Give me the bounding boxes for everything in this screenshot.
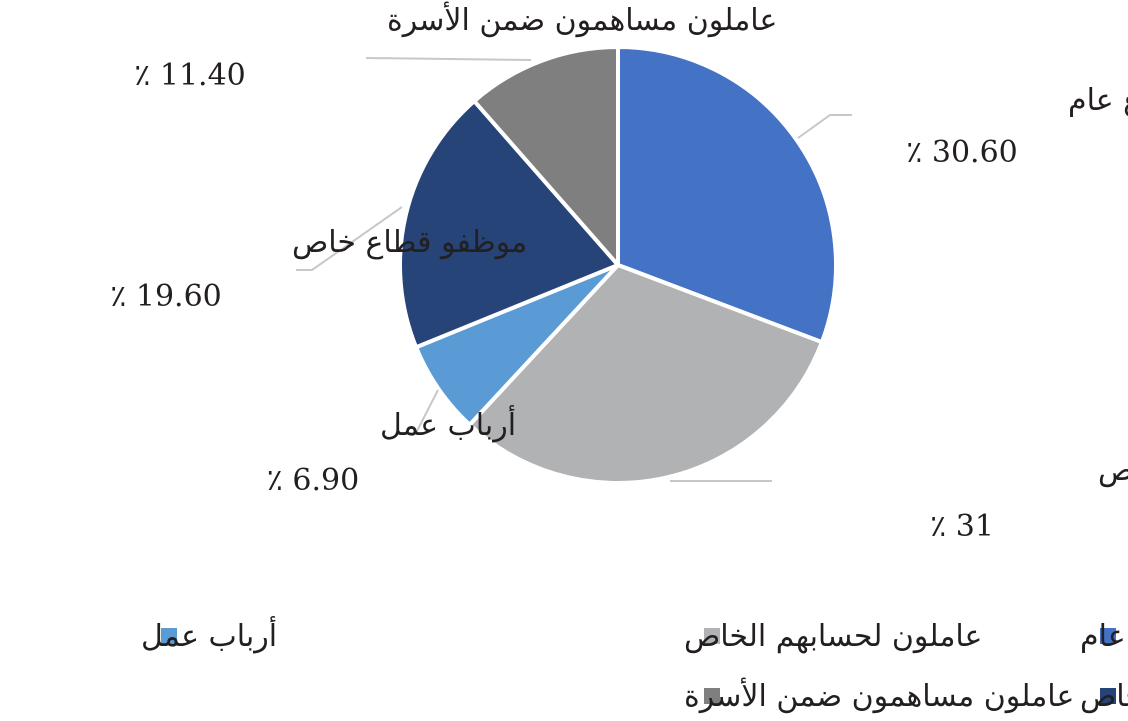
leader-lines [296, 57, 852, 482]
legend: موظفو قطاع عام عاملون لحسابهم الخاص أرباب … [141, 615, 1128, 714]
slice-2-name-label: عاملون لحسابهم الخاص [1098, 453, 1128, 488]
slice-4-name-label: موظفو قطاع خاص [292, 225, 527, 260]
slice-2-wedge [467, 263, 824, 485]
slice-3-leader-line [400, 389, 439, 434]
slice-3-name-label: أرباب عمل [380, 404, 516, 443]
legend-swatch-4 [1100, 688, 1116, 704]
slice-1-name-label: موظفو قطاع عام [1068, 83, 1128, 118]
slice-1-value-label: ٪ 30.60 [906, 135, 1018, 170]
slice-2-value-label: ٪ 31 [930, 509, 994, 544]
legend-label-1: موظفو قطاع عام [1080, 619, 1128, 654]
slice-5-leader-line [365, 57, 532, 61]
slice-4-value-label: ٪ 19.60 [110, 279, 222, 314]
legend-label-3: أرباب عمل [141, 615, 277, 654]
slice-5-name-label: عاملون مساهمون ضمن الأسرة [387, 0, 777, 38]
legend-swatch-3 [161, 628, 177, 644]
legend-swatch-2 [704, 628, 720, 644]
legend-swatch-5 [704, 688, 720, 704]
slice-1-wedge [616, 45, 838, 345]
slice-1-leader-line [797, 114, 852, 139]
slice-5-value-label: ٪ 11.40 [134, 58, 246, 93]
slice-4-wedge [398, 99, 620, 350]
slice-labels: موظفو قطاع عام ٪ 30.60 عاملون لحسابهم الخا… [110, 0, 1128, 544]
slice-4-leader-line [296, 206, 403, 271]
legend-swatch-1 [1100, 628, 1116, 644]
legend-label-2: عاملون لحسابهم الخاص [684, 619, 982, 654]
slice-3-value-label: ٪ 6.90 [267, 463, 359, 498]
slice-5-wedge [472, 45, 620, 267]
legend-label-5: عاملون مساهمون ضمن الأسرة [684, 676, 1074, 714]
pie-slices [398, 45, 838, 485]
legend-label-4: موظفو قطاع خاص [1080, 679, 1128, 714]
